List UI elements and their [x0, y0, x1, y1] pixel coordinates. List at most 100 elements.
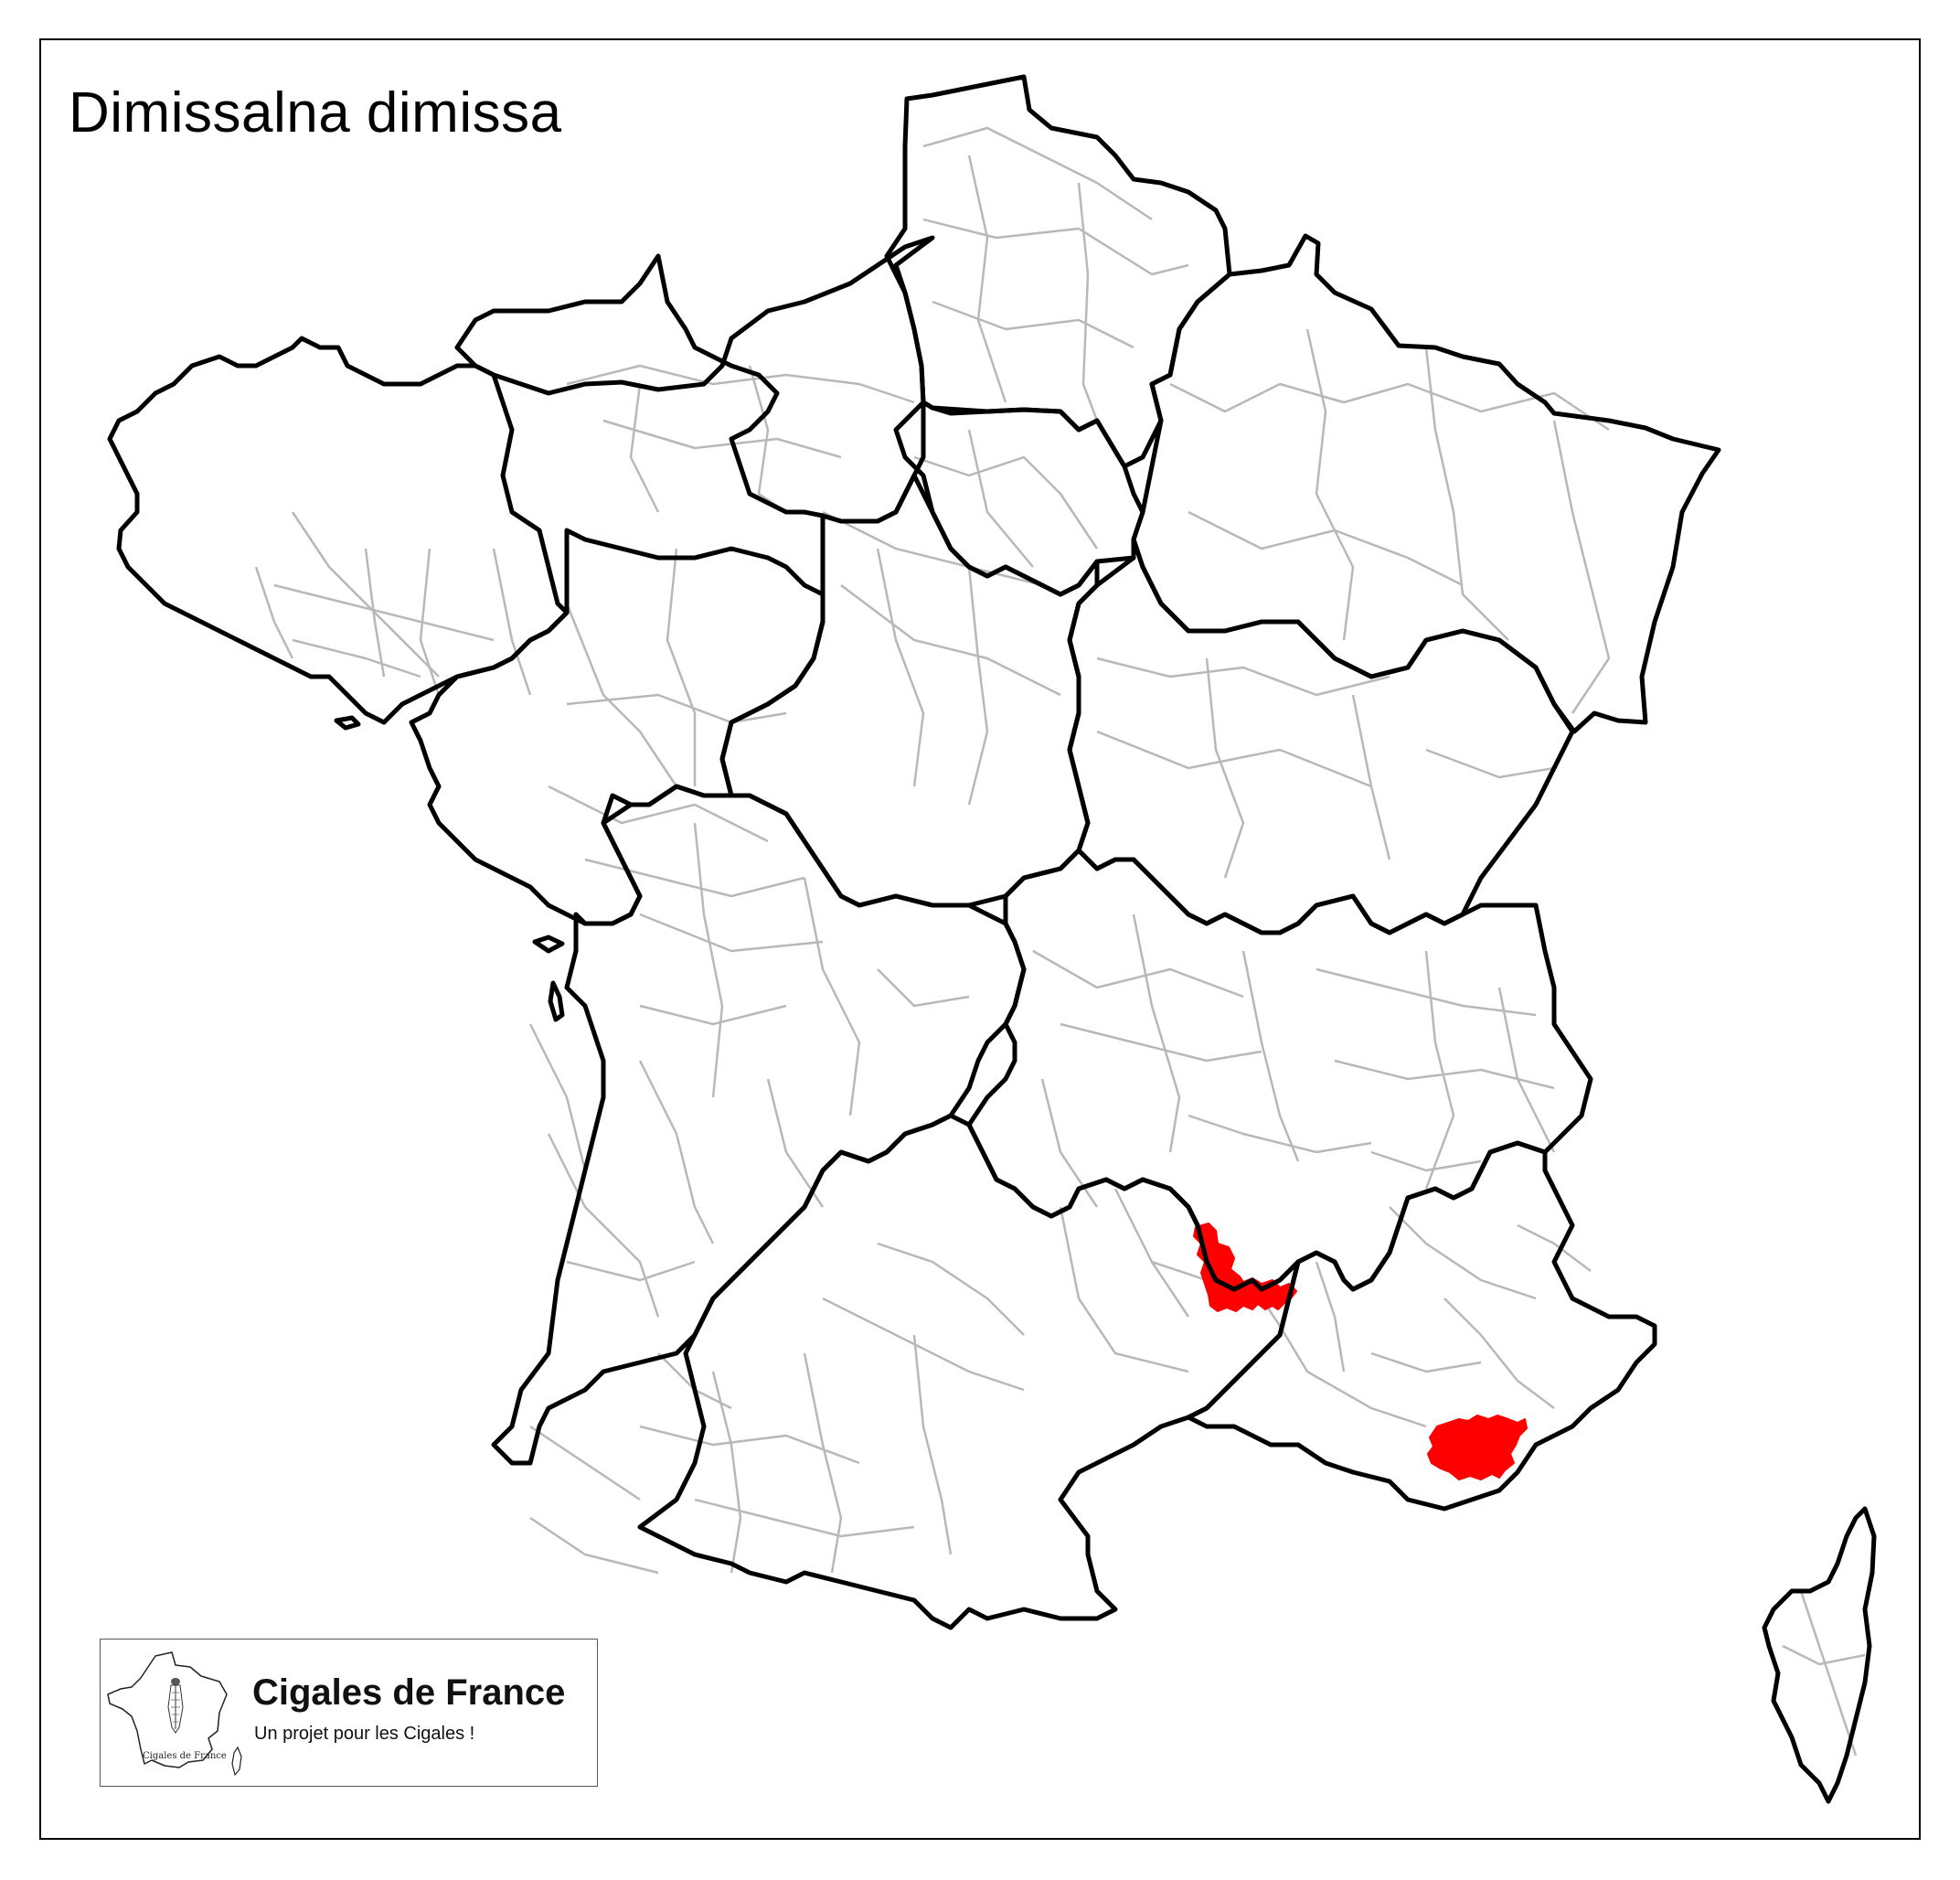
brand-name: Cigales de France: [252, 1672, 566, 1713]
dept-line: [1443, 1298, 1555, 1409]
border-grand-est: [1131, 233, 1721, 734]
dept-line: [877, 968, 970, 1008]
dept-line: [1278, 1325, 1427, 1428]
france-outline-icon: [107, 1651, 242, 1777]
dept-line: [638, 1060, 715, 1244]
dept-line: [1040, 1078, 1099, 1208]
dept-line: [1059, 1206, 1189, 1373]
dept-line: [566, 364, 915, 404]
dept-line: [547, 1133, 660, 1318]
dept-line: [602, 419, 842, 459]
dept-line: [766, 1078, 825, 1208]
dept-line: [967, 566, 989, 806]
logo-box: Cigales de France Cigales de France Un p…: [100, 1639, 598, 1787]
dept-line: [876, 548, 925, 787]
dept-line: [1188, 1114, 1372, 1154]
border-corse: [1762, 1506, 1877, 1804]
dept-line: [1424, 950, 1455, 1190]
dept-line: [1305, 328, 1355, 641]
dept-line: [584, 858, 805, 898]
dept-line: [639, 1425, 860, 1465]
dept-line: [877, 1242, 1025, 1336]
dept-line: [1315, 1261, 1346, 1373]
dept-line: [1351, 694, 1391, 860]
border-centre: [719, 473, 1100, 908]
dept-line: [1424, 347, 1509, 641]
dept-line: [629, 383, 660, 513]
dept-line: [1188, 510, 1464, 587]
dept-line: [529, 1425, 641, 1501]
dept-line: [1241, 950, 1300, 1162]
dept-line: [492, 548, 532, 696]
border-auvergne-rhone-alpes: [966, 848, 1593, 1292]
dept-line: [967, 155, 1007, 403]
dept-line: [922, 126, 1153, 221]
dept-line: [932, 300, 1134, 349]
presence-areas: [1193, 1223, 1528, 1480]
dept-line: [803, 877, 861, 1116]
map-frame: [39, 38, 1921, 1840]
dept-line: [273, 583, 495, 642]
map-title: Dimissalna dimissa: [69, 81, 562, 144]
dept-line: [364, 548, 386, 678]
dept-line: [566, 1260, 696, 1282]
dept-line: [694, 1498, 915, 1538]
dept-line: [1096, 730, 1372, 788]
dept-line: [967, 429, 1034, 568]
presence-area-var: [1427, 1415, 1528, 1480]
dept-line: [1370, 1150, 1482, 1172]
presence-area-gard: [1193, 1223, 1297, 1312]
dept-line: [419, 548, 441, 696]
dept-line: [291, 511, 440, 678]
dept-line: [566, 693, 787, 724]
dept-line: [1077, 182, 1099, 422]
dept-line: [803, 1352, 843, 1574]
department-borders: [254, 126, 1866, 1757]
dept-line: [528, 1023, 587, 1171]
dept-line: [1205, 657, 1245, 879]
dept-line: [666, 548, 697, 786]
dept-line: [529, 1516, 659, 1575]
dept-line: [1113, 1188, 1190, 1318]
dept-line: [1389, 1206, 1537, 1300]
dept-line: [693, 822, 724, 1098]
dept-line: [639, 913, 824, 953]
border-island-re: [532, 935, 565, 954]
dept-line: [840, 584, 1061, 697]
dept-line: [1169, 382, 1610, 432]
dept-line: [1060, 1022, 1262, 1063]
dept-line: [1425, 748, 1555, 779]
dept-line: [292, 638, 421, 678]
brand-tagline: Un projet pour les Cigales !: [254, 1724, 475, 1744]
logo-caption: Cigales de France: [143, 1751, 227, 1761]
dept-line: [711, 1371, 742, 1574]
dept-line: [912, 1334, 953, 1555]
border-island-oleron: [548, 980, 565, 1022]
dept-line: [1032, 949, 1244, 999]
dept-line: [822, 1297, 1025, 1392]
region-borders: [101, 18, 1719, 1628]
dept-line: [913, 455, 1099, 550]
border-paca: [1186, 1140, 1657, 1511]
dept-line: [254, 566, 294, 659]
dept-line: [922, 218, 1189, 276]
cicada-icon: [167, 1678, 184, 1734]
dept-line: [1370, 1351, 1482, 1373]
dept-line: [822, 510, 1043, 587]
border-occitanie: [637, 1113, 1301, 1630]
dept-line: [1132, 913, 1181, 1153]
dept-line: [1552, 420, 1611, 714]
border-island-belle-ile: [334, 715, 361, 731]
dept-line: [1497, 987, 1556, 1153]
dept-line: [1517, 1223, 1592, 1272]
dept-line: [1782, 1644, 1866, 1666]
dept-line: [565, 603, 678, 787]
dept-line: [548, 785, 769, 843]
dept-line: [639, 1004, 787, 1026]
dept-line: [1096, 657, 1390, 697]
dept-line: [1799, 1590, 1858, 1757]
dept-line: [1316, 967, 1537, 1017]
region-border-lines: [107, 74, 1877, 1804]
border-ile-de-france: [893, 400, 1145, 597]
